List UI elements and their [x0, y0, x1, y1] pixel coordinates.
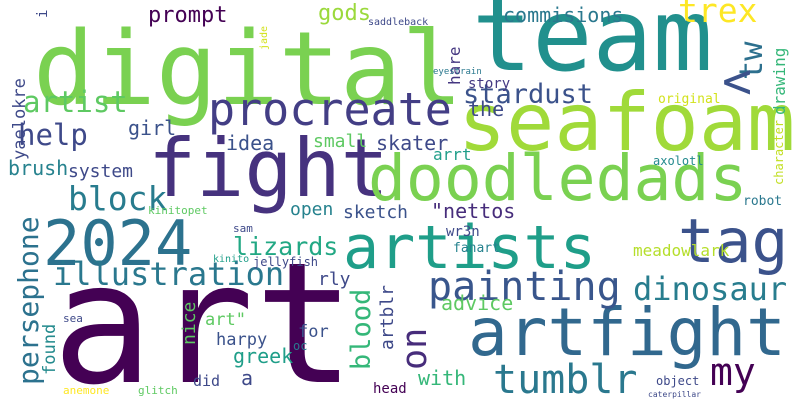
word: character: [772, 120, 786, 185]
word: glitch: [138, 384, 178, 397]
word: artblr: [377, 285, 398, 350]
word: fanart: [453, 241, 500, 256]
word: artist: [23, 85, 128, 119]
word: nice: [179, 302, 200, 345]
word: the: [468, 97, 504, 121]
word: blood: [346, 289, 377, 370]
word: i: [35, 10, 51, 18]
word: prompt: [148, 3, 227, 28]
word: "nettos: [431, 199, 515, 223]
word: 2024: [43, 207, 192, 280]
word: art: [52, 226, 355, 400]
word: arrt: [433, 145, 472, 164]
word: with: [418, 366, 466, 390]
word: head: [373, 381, 407, 397]
word: doodledads: [368, 142, 747, 215]
word: robot: [743, 194, 782, 209]
word: lizards: [233, 232, 338, 261]
word: anemone: [63, 384, 109, 397]
word: my: [710, 350, 756, 394]
word: dinosaur: [633, 270, 787, 308]
word: help: [18, 118, 88, 152]
word: a: [241, 366, 253, 390]
word: hare: [445, 46, 464, 85]
word: <: [722, 52, 752, 110]
word: wr3n: [446, 224, 480, 240]
word: for: [298, 322, 329, 342]
word: kinito: [213, 254, 249, 265]
word: procreate: [208, 83, 452, 136]
word: object: [656, 374, 699, 388]
word: rly: [318, 269, 351, 290]
word: brush: [8, 156, 68, 180]
word: original: [658, 92, 721, 107]
word: saddleback: [368, 17, 428, 28]
word: drawing: [770, 48, 789, 115]
word: caterpillar: [648, 390, 701, 399]
word: did: [193, 372, 220, 390]
word: meadowlark: [633, 241, 730, 260]
word: commisions: [503, 3, 623, 27]
word: small: [313, 131, 367, 152]
word: team: [472, 0, 713, 94]
word: fight: [148, 122, 389, 215]
word: tumblr: [493, 357, 638, 400]
word: stardust: [463, 79, 593, 110]
word: tag: [678, 206, 788, 277]
word: system: [68, 161, 133, 182]
word: tw: [732, 41, 770, 80]
word: sea: [63, 312, 83, 325]
word: artfight: [468, 294, 786, 371]
word: painting: [428, 264, 621, 310]
word: story: [468, 76, 510, 92]
word: illustration: [53, 255, 284, 293]
word: harpy: [216, 330, 267, 350]
word: digital: [33, 10, 463, 129]
word: found: [40, 324, 60, 375]
word: art": [205, 310, 246, 330]
word: girl: [128, 116, 176, 140]
word: axolotl: [653, 154, 704, 168]
word: idea: [226, 131, 274, 155]
word: seafoam: [458, 76, 795, 169]
word: yaelokre: [10, 78, 30, 160]
word: kinitopet: [148, 204, 208, 217]
word: persephone: [12, 216, 45, 385]
word: sam: [233, 222, 253, 235]
word: eyestrain: [433, 67, 482, 77]
word: jellyfish: [253, 255, 318, 269]
word: greek: [233, 344, 293, 368]
word: jade: [259, 26, 270, 50]
word: block: [68, 179, 167, 218]
word: open: [290, 199, 333, 220]
word: artists: [343, 213, 596, 283]
word: sketch: [343, 202, 408, 223]
word: gods: [318, 1, 371, 26]
word: advice: [441, 291, 513, 315]
word: skater: [376, 131, 448, 155]
word: on: [395, 328, 435, 370]
word: oc: [293, 339, 307, 353]
word: trex: [678, 0, 757, 30]
